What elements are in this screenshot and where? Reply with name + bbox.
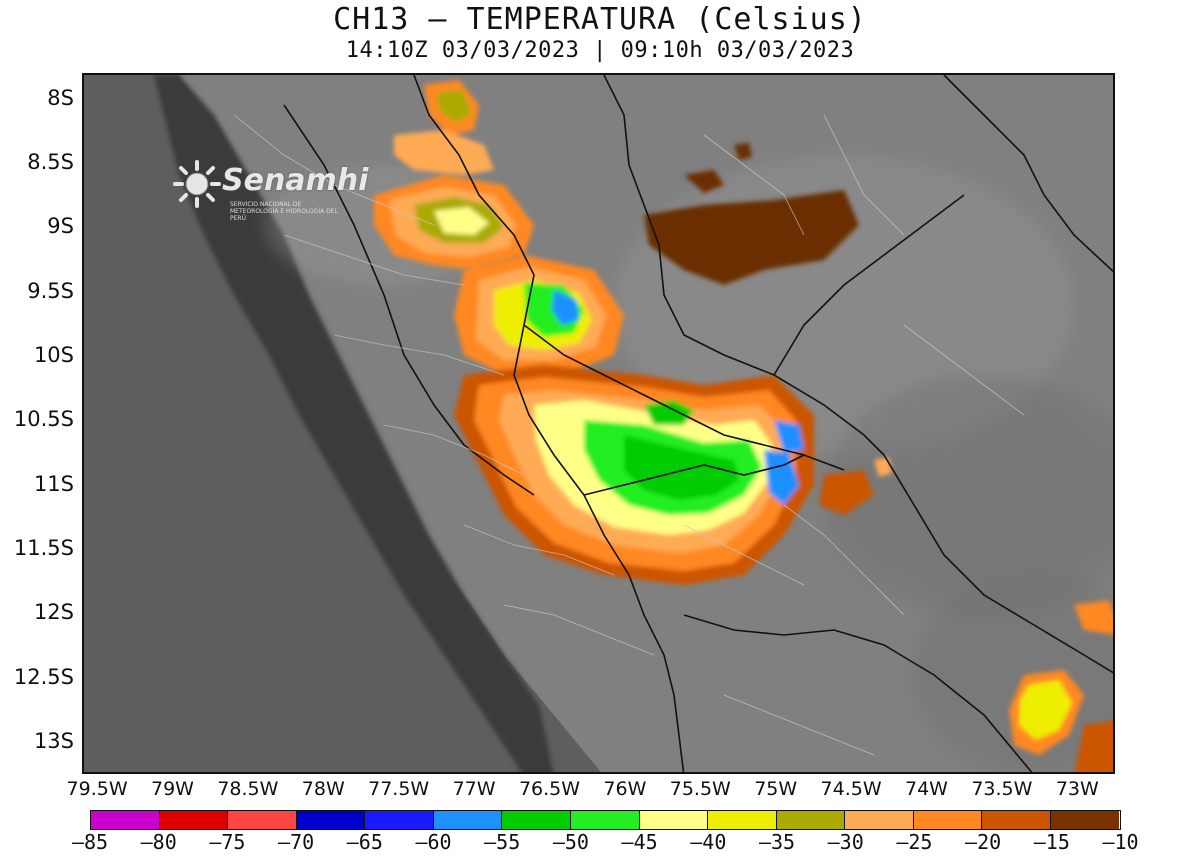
colorbar-tick-label: –75 [209,830,246,854]
colorbar-tick-label: –15 [1033,830,1070,854]
colorbar-swatch [502,811,571,829]
lon-tick-label: 76.5W [518,778,581,800]
lon-tick-label: 78W [301,778,345,800]
map-title: CH13 – TEMPERATURA (Celsius) [333,2,867,37]
colorbar-tick-label: –30 [827,830,864,854]
colorbar-swatch [296,811,366,829]
lat-tick-label: 11.5S [13,535,74,560]
colorbar-tick-label: –20 [965,830,1002,854]
lon-tick-label: 77.5W [368,778,430,800]
logo-tagline: SERVICIO NACIONAL DE METEOROLOGÍA E HIDR… [230,201,338,222]
cloud-cluster-central [454,255,624,375]
colorbar-swatch [365,811,434,829]
colorbar-swatch [708,811,777,829]
colorbar-tick-label: –85 [71,830,109,854]
temperature-colorbar [90,810,1121,830]
colorbar-swatch [570,811,640,829]
colorbar-tick-label: –10 [1102,830,1139,854]
lat-tick-label: 11S [33,471,74,496]
logo-brand: Senamhi [222,163,369,198]
colorbar-swatch [845,811,914,829]
lon-tick-label: 75.5W [669,778,731,800]
province-borders [233,114,1025,756]
cloud-cluster-southeast [819,457,1113,772]
colorbar-swatch [639,811,709,829]
lat-tick-label: 9S [47,214,74,239]
colorbar-swatch [982,811,1051,829]
lat-tick-label: 9.5S [27,278,74,303]
colorbar-tick-label: –65 [346,830,383,854]
lon-tick-label: 75W [754,778,798,800]
colorbar-tick-label: –40 [690,830,727,854]
colorbar-tick-label: –35 [758,830,796,854]
lat-tick-label: 8.5S [27,150,74,175]
lon-tick-label: 79.5W [66,778,128,800]
colorbar-swatch [228,811,297,829]
lon-tick-label: 74W [905,778,948,800]
colorbar-swatch [776,811,846,829]
colorbar-tick-label: –55 [484,830,521,854]
colorbar-tick-label: –25 [896,830,933,854]
cloud-cluster-east [644,143,859,285]
colorbar-tick-label: –50 [552,830,589,854]
colorbar-tick-label: –70 [278,830,315,854]
lon-tick-label: 77W [452,778,496,800]
cloud-cluster-south [454,365,814,585]
sun-logo-icon [173,160,221,208]
coastal-desert [154,75,554,772]
lat-tick-label: 10.5S [13,407,74,432]
lon-tick-label: 73.5W [971,778,1033,800]
colorbar-tick-label: –80 [140,830,177,854]
lat-tick-label: 8S [47,85,74,110]
colorbar-swatch [1050,811,1120,829]
satellite-image [84,75,1113,772]
satellite-map: Senamhi SERVICIO NACIONAL DE METEOROLOGÍ… [82,73,1115,774]
senamhi-logo: Senamhi SERVICIO NACIONAL DE METEOROLOGÍ… [172,157,368,227]
lat-tick-label: 10S [33,342,74,367]
lat-tick-label: 13S [33,728,74,753]
lat-tick-label: 12.5S [13,664,74,689]
cloud-cluster-north [374,80,534,270]
lon-tick-label: 73W [1055,778,1099,800]
map-timestamp: 14:10Z 03/03/2023 | 09:10h 03/03/2023 [345,38,855,63]
lon-tick-label: 76W [603,778,647,800]
colorbar-swatch [913,811,983,829]
lon-tick-label: 78.5W [217,778,279,800]
colorbar-swatch [159,811,229,829]
colorbar-swatch [91,811,160,829]
colorbar-swatch [433,811,503,829]
colorbar-tick-label: –45 [621,830,658,854]
lon-tick-label: 74.5W [820,778,882,800]
lat-tick-label: 12S [33,600,74,625]
colorbar-tick-label: –60 [415,830,452,854]
lon-tick-label: 79W [150,778,194,800]
